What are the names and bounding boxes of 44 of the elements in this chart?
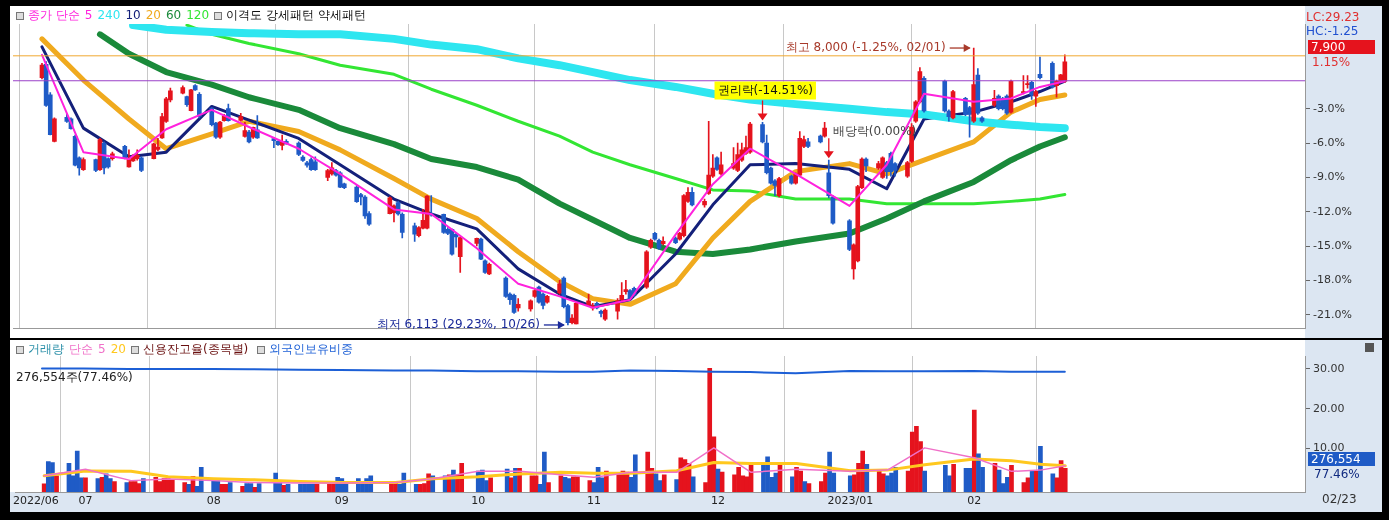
series-label: 외국인보유비중	[269, 342, 353, 356]
text: 이격도 강세패턴 약세패턴	[226, 8, 366, 22]
text: 276,554	[1308, 452, 1375, 466]
text: 60	[165, 8, 182, 22]
legend-title: 단순	[69, 342, 93, 356]
text: 5	[98, 342, 106, 356]
x-tick-label: 11	[586, 494, 601, 508]
text: 1.15%	[1312, 55, 1351, 69]
x-tick-label: 09	[334, 494, 349, 508]
y-tick-label: 20.00	[1313, 401, 1345, 415]
y-tick-label: -21.0%	[1313, 307, 1352, 321]
text: 7,900	[1308, 40, 1375, 54]
series-label: 120	[186, 8, 210, 22]
annotation: 권리락(-14.51%)	[717, 82, 813, 97]
annotation: 신용잔고율(종목별)	[142, 342, 249, 356]
y-tick-label: 30.00	[1313, 361, 1345, 375]
x-tick-label: 12	[710, 494, 725, 508]
text: 02/23	[1322, 492, 1357, 506]
annotation: 최고 8,000 (-1.25%, 02/01)	[785, 40, 946, 55]
series-label: 240	[97, 8, 121, 22]
text: 거래량	[28, 342, 64, 356]
x-tick-label: 2023/01	[827, 494, 874, 508]
x-tick-label: 10	[471, 494, 486, 508]
y-tick-label: -3.0%	[1313, 101, 1345, 115]
text: 5	[84, 8, 93, 22]
y-tick-label: -6.0%	[1313, 135, 1345, 149]
text: LC:29.23	[1306, 10, 1360, 24]
x-tick-label: 2022/06	[13, 494, 59, 508]
text: 10	[125, 8, 141, 22]
text: 20	[110, 342, 126, 356]
y-tick-label: -12.0%	[1313, 204, 1352, 218]
legend-title: 종가 단순	[28, 8, 80, 22]
text: 77.46%	[1314, 467, 1360, 481]
y-tick-label: 10.00	[1313, 441, 1345, 455]
annotation: HC:-1.25	[1306, 24, 1359, 38]
y-tick-label: -9.0%	[1313, 170, 1345, 184]
y-tick-label: -18.0%	[1313, 273, 1352, 287]
annotation: 최저 6,113 (29.23%, 10/26)	[376, 317, 540, 332]
x-tick-label: 08	[206, 494, 221, 508]
text: 20	[145, 8, 161, 22]
x-tick-label: 07	[78, 494, 93, 508]
annotation: 276,554주(77.46%)	[16, 370, 133, 384]
x-tick-label: 02	[967, 494, 982, 508]
y-tick-label: -15.0%	[1313, 238, 1352, 252]
